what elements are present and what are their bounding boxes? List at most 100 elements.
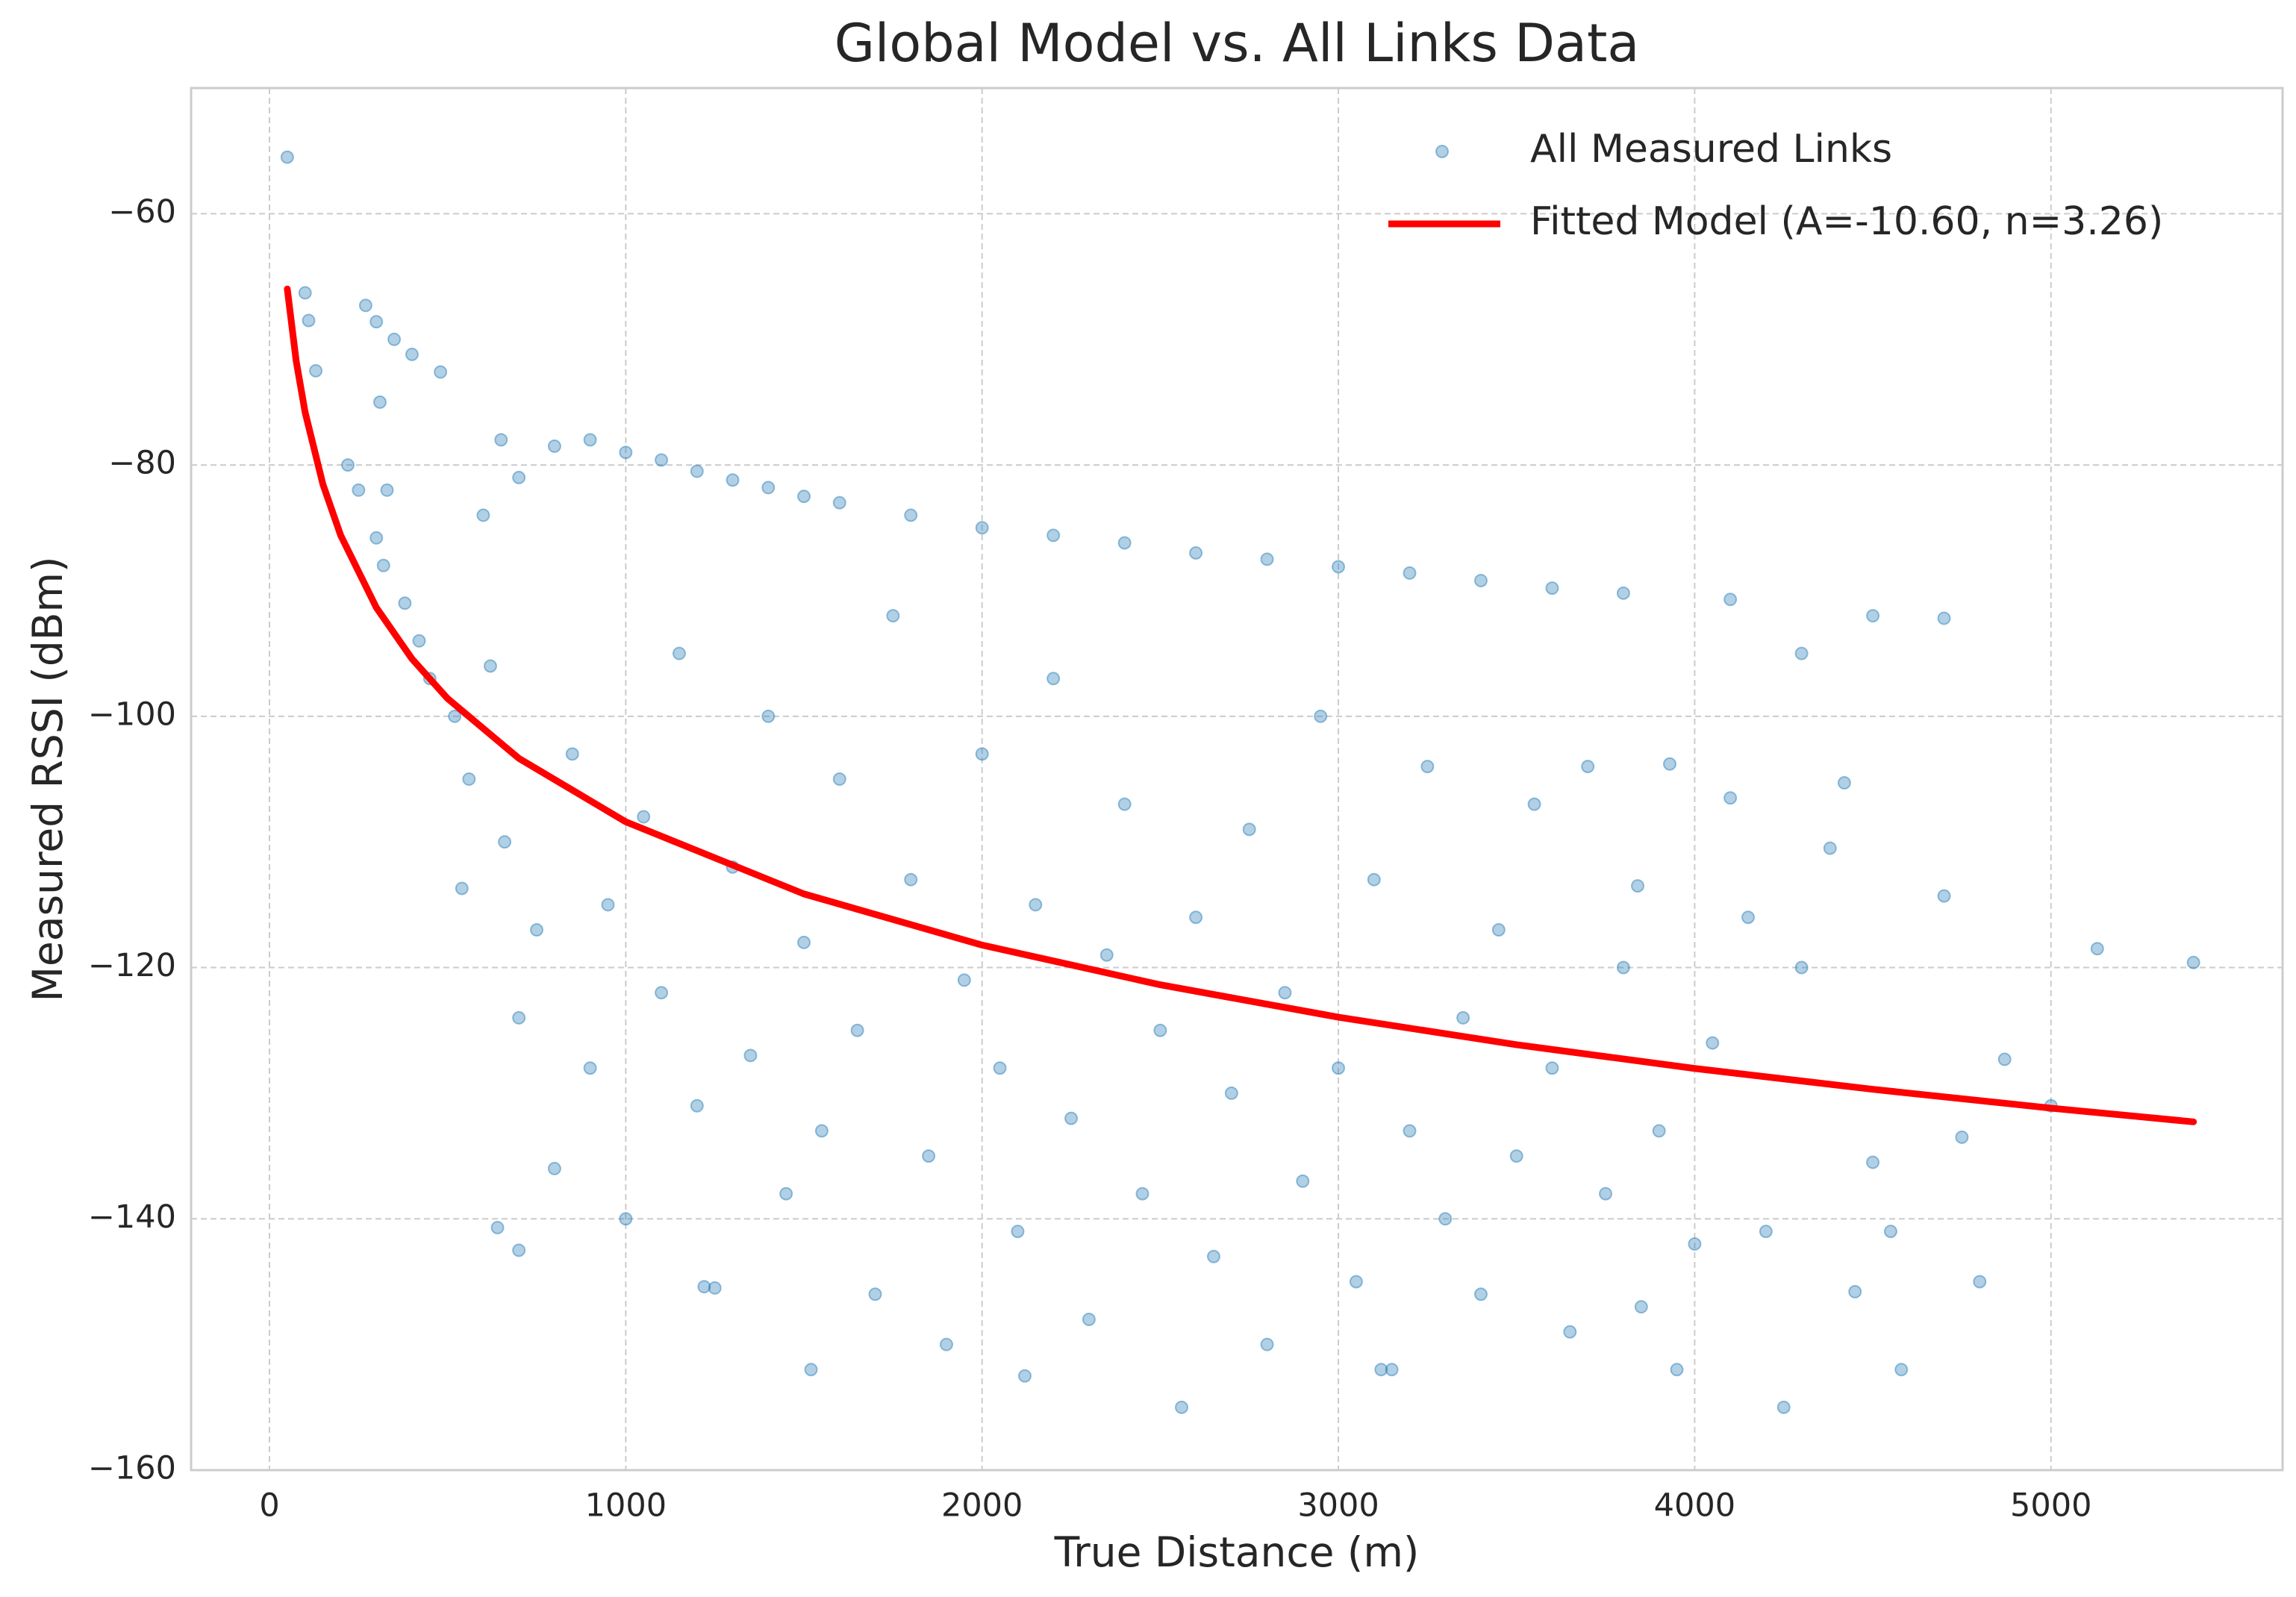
- data-point: [1545, 581, 1559, 596]
- data-point: [380, 483, 394, 497]
- y-axis-label: Measured RSSI (dBm): [24, 556, 72, 1001]
- data-point: [1206, 1249, 1220, 1263]
- data-point: [1662, 757, 1676, 771]
- data-point: [1224, 1086, 1238, 1100]
- data-point: [1866, 609, 1880, 623]
- data-point: [376, 558, 390, 572]
- data-point: [1332, 560, 1346, 574]
- plot-frame: [190, 87, 2284, 1472]
- y-tick-label: −100: [88, 696, 176, 733]
- data-point: [1937, 611, 1951, 625]
- data-point: [1385, 1363, 1399, 1377]
- data-point: [619, 1212, 633, 1226]
- y-tick-label: −80: [108, 445, 176, 482]
- x-tick-label: 5000: [2010, 1487, 2091, 1525]
- data-point: [583, 433, 597, 447]
- data-point: [448, 709, 462, 723]
- data-point: [1823, 841, 1837, 855]
- data-point: [1314, 709, 1328, 723]
- data-point: [672, 646, 686, 660]
- data-point: [512, 1243, 526, 1257]
- data-point: [1260, 1337, 1274, 1351]
- data-point: [1473, 1287, 1488, 1301]
- data-point: [1759, 1225, 1773, 1239]
- data-point: [761, 709, 776, 723]
- data-point: [708, 1281, 722, 1295]
- data-point: [405, 347, 419, 361]
- data-point: [1153, 1023, 1167, 1037]
- data-point: [490, 1221, 505, 1235]
- fitted-line: [284, 285, 2197, 1125]
- data-point: [1563, 1325, 1577, 1339]
- data-point: [565, 747, 579, 761]
- chart-title: Global Model vs. All Links Data: [835, 13, 1640, 74]
- data-point: [1491, 923, 1506, 937]
- data-point: [1099, 948, 1114, 962]
- data-point: [387, 332, 402, 346]
- data-point: [922, 1149, 936, 1163]
- y-tick-label: −120: [88, 947, 176, 984]
- data-point: [1189, 546, 1203, 560]
- data-point: [1794, 646, 1809, 660]
- data-point: [298, 286, 312, 300]
- data-point: [1117, 536, 1132, 550]
- data-point: [2090, 942, 2104, 956]
- data-point: [1883, 1225, 1897, 1239]
- data-point: [1117, 797, 1132, 811]
- data-point: [1894, 1363, 1909, 1377]
- data-point: [369, 315, 384, 329]
- data-point: [1997, 1052, 2012, 1066]
- data-point: [1599, 1187, 1613, 1201]
- data-point: [1688, 1237, 1702, 1251]
- data-point: [280, 150, 294, 164]
- data-point: [1741, 910, 1755, 925]
- data-point: [476, 508, 490, 522]
- data-point: [779, 1187, 793, 1201]
- data-point: [434, 365, 448, 379]
- data-point: [1367, 872, 1381, 887]
- x-axis-label: True Distance (m): [1054, 1528, 1420, 1576]
- data-point: [804, 1363, 818, 1377]
- data-point: [1029, 898, 1043, 912]
- data-point: [655, 986, 669, 1000]
- data-point: [462, 772, 476, 786]
- data-point: [690, 464, 704, 478]
- data-point: [850, 1023, 864, 1037]
- data-point: [1776, 1400, 1791, 1414]
- data-point: [904, 872, 918, 887]
- data-point: [1175, 1400, 1189, 1414]
- data-point: [1837, 776, 1851, 790]
- data-point: [494, 433, 508, 447]
- data-point: [547, 1161, 561, 1175]
- data-point: [1403, 566, 1417, 580]
- data-point: [1189, 910, 1203, 925]
- y-tick-label: −60: [108, 193, 176, 231]
- data-point: [1017, 1369, 1032, 1383]
- data-point: [814, 1124, 829, 1138]
- data-point: [761, 481, 776, 495]
- data-point: [1349, 1275, 1363, 1289]
- data-point: [547, 439, 561, 453]
- data-point: [697, 1280, 711, 1294]
- data-point: [1631, 879, 1645, 893]
- data-point: [352, 483, 366, 497]
- data-point: [1545, 1061, 1559, 1075]
- data-point: [743, 1048, 758, 1063]
- data-point: [1278, 986, 1292, 1000]
- data-point: [832, 772, 846, 786]
- data-point: [498, 835, 512, 849]
- data-point: [993, 1061, 1007, 1075]
- data-point: [1652, 1124, 1666, 1138]
- x-tick-label: 4000: [1654, 1487, 1735, 1525]
- data-point: [1374, 1363, 1388, 1377]
- legend-label: Fitted Model (A=-10.60, n=3.26): [1530, 199, 2163, 244]
- data-point: [1527, 797, 1541, 811]
- data-point: [1848, 1284, 1862, 1298]
- data-point: [1723, 593, 1738, 607]
- data-point: [832, 496, 846, 510]
- data-point: [369, 531, 384, 545]
- data-point: [1937, 889, 1951, 903]
- data-point: [975, 521, 989, 535]
- data-point: [1581, 760, 1595, 774]
